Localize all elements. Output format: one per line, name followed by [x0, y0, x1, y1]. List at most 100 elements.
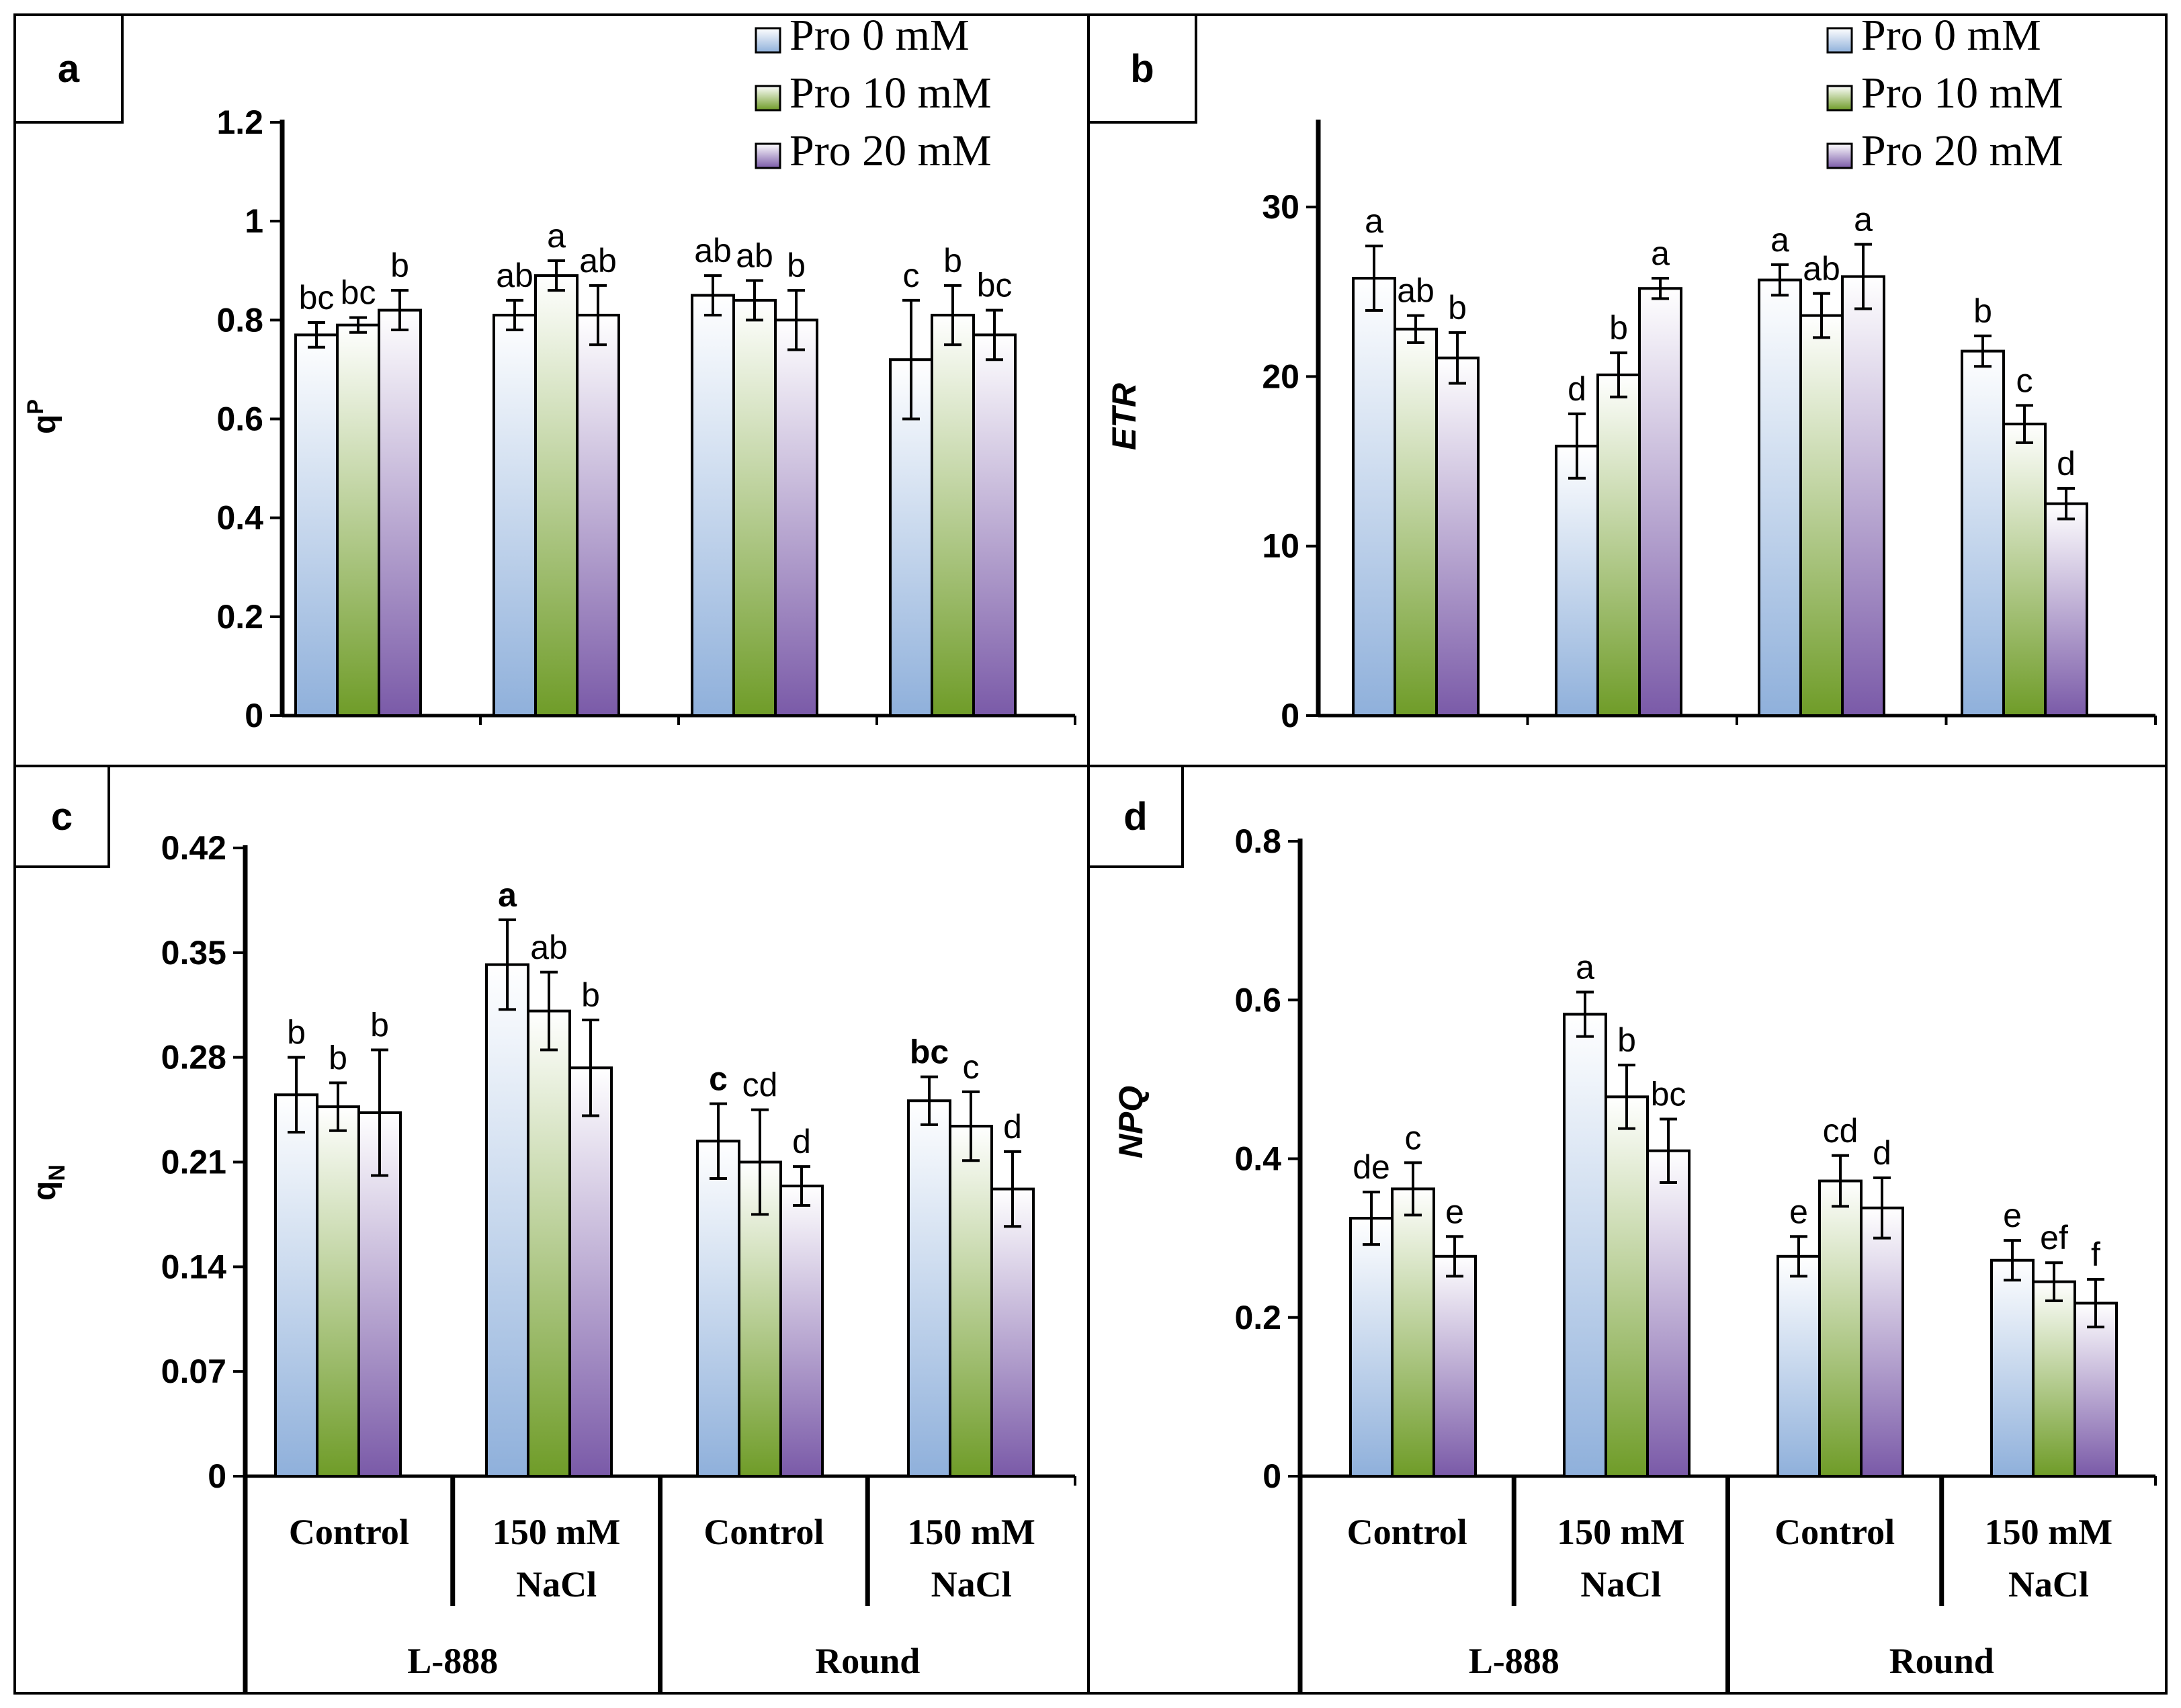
category-label: 150 mM: [907, 1512, 1035, 1552]
significance-label: a: [1651, 234, 1670, 272]
significance-label: c: [903, 257, 920, 294]
significance-label: b: [329, 1039, 347, 1077]
significance-label: a: [547, 217, 566, 255]
significance-label: a: [1854, 201, 1873, 239]
significance-label: b: [390, 247, 409, 284]
bar: [972, 333, 1017, 717]
legend-label: Pro 10 mM: [1861, 69, 2063, 118]
bar: [931, 313, 975, 718]
significance-label: e: [1789, 1193, 1808, 1230]
significance-label: ab: [694, 232, 732, 269]
y-tick-label: 0.2: [1234, 1299, 1281, 1336]
bar: [1605, 1095, 1649, 1478]
legend-swatch: [755, 142, 781, 169]
bar: [1777, 1254, 1821, 1478]
bar: [1818, 1179, 1863, 1478]
significance-label: de: [1353, 1148, 1390, 1186]
bar: [691, 294, 735, 717]
significance-label: c: [1405, 1119, 1422, 1156]
bar: [1394, 327, 1438, 717]
y-axis-title: qP: [23, 399, 62, 434]
group-label: L-888: [1469, 1641, 1559, 1681]
bar: [485, 963, 529, 1478]
bar: [294, 333, 339, 717]
significance-label: bc: [341, 274, 376, 312]
significance-label: cd: [742, 1066, 778, 1104]
bar: [1349, 1217, 1394, 1478]
y-axis-title-text: ETR: [1105, 383, 1143, 450]
category-label: 150 mM: [493, 1512, 620, 1552]
y-tick-label: 0.2: [216, 598, 263, 636]
y-tick-label: 0.6: [1234, 981, 1281, 1019]
category-label: NaCl: [516, 1564, 597, 1605]
significance-label: b: [943, 242, 962, 280]
y-axis-title-text: NPQ: [1112, 1086, 1150, 1158]
significance-label: c: [709, 1060, 728, 1098]
bar: [2002, 423, 2047, 717]
panel-label: c: [51, 795, 73, 839]
panel-label-box: [1087, 13, 1197, 124]
bar: [1596, 373, 1641, 717]
bar: [1841, 275, 1885, 717]
bar: [949, 1125, 993, 1478]
y-tick-label: 0.8: [216, 301, 263, 339]
y-tick-label: 20: [1262, 357, 1299, 395]
y-axis-title: qN: [27, 1164, 70, 1201]
y-axis-title-text: qN: [27, 1164, 70, 1201]
y-tick-label: 0.6: [216, 400, 263, 438]
significance-label: e: [1445, 1193, 1464, 1230]
significance-label: b: [787, 247, 806, 284]
bar: [274, 1093, 318, 1478]
panel-label-box: [13, 13, 124, 124]
y-tick-label: 1.2: [216, 103, 263, 141]
significance-label: ab: [530, 929, 568, 966]
bar: [732, 298, 777, 717]
significance-label: b: [581, 976, 600, 1014]
bar: [779, 1185, 824, 1478]
bar: [1352, 277, 1396, 717]
y-tick-label: 0.4: [216, 499, 263, 537]
significance-label: f: [2091, 1236, 2100, 1273]
category-label: Control: [1347, 1512, 1467, 1552]
legend-label: Pro 20 mM: [1861, 126, 2063, 175]
bar: [1563, 1013, 1607, 1478]
legend-label: Pro 0 mM: [1861, 11, 2041, 60]
significance-label: d: [2057, 445, 2076, 482]
significance-label: a: [1770, 221, 1789, 259]
y-tick-label: 0.35: [161, 934, 226, 972]
significance-label: b: [1973, 292, 1992, 330]
bar: [316, 1105, 360, 1478]
bar: [907, 1099, 951, 1478]
group-label: L-888: [407, 1641, 498, 1681]
bar: [1860, 1206, 1904, 1478]
bar: [2032, 1280, 2076, 1478]
category-label: 150 mM: [1985, 1512, 2112, 1552]
legend-swatch: [755, 27, 781, 54]
y-tick-label: 0.21: [161, 1144, 226, 1181]
y-axis-title: NPQ: [1112, 1086, 1150, 1158]
panel-label: a: [58, 47, 80, 91]
y-tick-label: 0: [245, 697, 263, 734]
bar: [576, 313, 620, 718]
significance-label: bc: [1651, 1075, 1686, 1113]
y-axis-title-text: qP: [23, 399, 62, 434]
bar: [1990, 1258, 2035, 1478]
bar: [1961, 349, 2005, 717]
y-axis-title: ETR: [1105, 383, 1143, 450]
group-label: Round: [815, 1641, 920, 1681]
y-tick-label: 0: [1263, 1457, 1281, 1495]
legend-label: Pro 0 mM: [789, 11, 970, 60]
y-tick-label: 0.4: [1234, 1140, 1281, 1178]
bar: [493, 313, 537, 718]
panel-label: b: [1130, 47, 1154, 91]
bar: [336, 323, 380, 718]
category-label: NaCl: [931, 1564, 1012, 1605]
significance-label: ab: [736, 237, 773, 274]
category-label: 150 mM: [1557, 1512, 1684, 1552]
significance-label: a: [1365, 202, 1383, 240]
significance-label: bc: [977, 267, 1013, 304]
significance-label: ab: [1397, 272, 1435, 310]
